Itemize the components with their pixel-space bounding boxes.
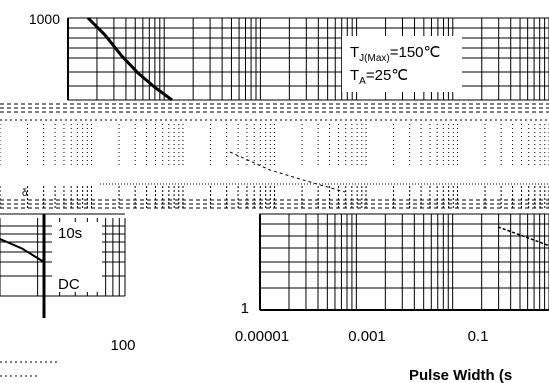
- annotation-10s: 10s: [58, 225, 82, 242]
- top-chart-grid: [67, 17, 549, 101]
- left-x-tick-label: 100: [110, 337, 135, 354]
- annotation-dc: DC: [58, 276, 80, 293]
- x-axis-label: Pulse Width (s: [409, 367, 512, 383]
- middle-band-grid: [0, 103, 549, 210]
- top-chart-grid-area: [67, 17, 549, 101]
- right-chart-grid: [259, 214, 549, 311]
- x-tick-label-0: 0.00001: [235, 328, 289, 345]
- top-annotation-box: [342, 36, 462, 92]
- top-chart: 1000 TJ(Max)=150℃ TA=25℃: [29, 11, 549, 102]
- right-chart: 1 0.00001 0.001 0.1 Pulse Width (s: [235, 213, 549, 383]
- x-tick-label-2: 0.1: [468, 328, 489, 345]
- left-chart: 10s DC 100: [0, 213, 136, 354]
- right-chart-series-line: [497, 226, 549, 247]
- annotation-ta: TA=25℃: [350, 67, 408, 87]
- top-y-tick-label: 1000: [29, 11, 60, 27]
- top-chart-series-line: [86, 16, 173, 102]
- middle-band-curve-trace: [229, 151, 346, 193]
- middle-band: δ: [0, 103, 549, 210]
- annotation-tj-max: TJ(Max)=150℃: [350, 44, 440, 64]
- left-annotation-box: [52, 222, 102, 292]
- right-y-tick-label: 1: [241, 300, 249, 317]
- x-tick-label-1: 0.001: [348, 328, 386, 345]
- middle-band-stray-glyph: δ: [22, 188, 28, 199]
- left-chart-series-line: [0, 238, 45, 263]
